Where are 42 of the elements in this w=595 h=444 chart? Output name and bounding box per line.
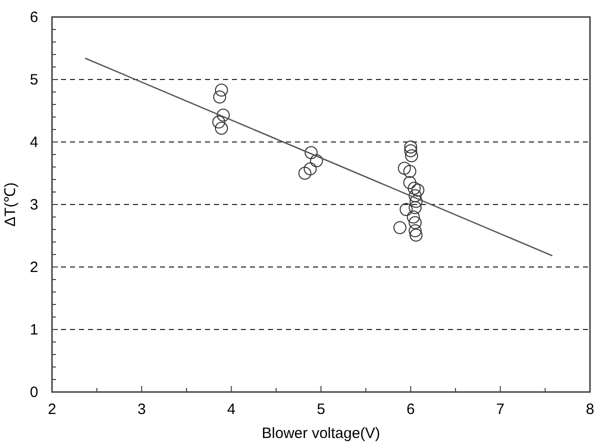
- x-tick-label: 8: [586, 401, 594, 418]
- point: [403, 164, 416, 178]
- y-tick-label: 4: [30, 134, 38, 151]
- point: [214, 84, 228, 97]
- x-tick-label: 7: [496, 401, 505, 418]
- point: [404, 140, 418, 154]
- point: [408, 201, 422, 214]
- x-tick-label: 6: [406, 401, 415, 418]
- point: [212, 116, 226, 128]
- point: [404, 144, 418, 158]
- point: [410, 228, 423, 242]
- point: [393, 221, 406, 234]
- y-tick-label: 3: [30, 196, 38, 214]
- y-tick-label: 0: [30, 384, 38, 401]
- y-tick-label: 2: [30, 259, 38, 276]
- point: [298, 166, 312, 180]
- point: [400, 203, 413, 216]
- point: [310, 154, 324, 168]
- point: [213, 90, 226, 104]
- y-axis-title: ΔT(℃): [2, 182, 19, 227]
- point: [304, 162, 317, 176]
- x-tick-label: 3: [137, 401, 146, 418]
- point: [398, 162, 411, 175]
- point: [410, 194, 423, 208]
- point: [408, 189, 422, 202]
- x-tick-label: 2: [48, 401, 56, 418]
- y-tick-label: 6: [30, 9, 38, 26]
- point: [304, 146, 318, 160]
- y-tick-label: 1: [30, 322, 38, 338]
- point: [214, 122, 228, 135]
- point: [411, 184, 424, 197]
- point: [408, 216, 422, 230]
- x-axis-title: Blower voltage(V): [262, 425, 380, 442]
- point: [408, 182, 421, 195]
- point: [408, 224, 422, 238]
- y-tick-label: 5: [30, 72, 38, 88]
- point: [403, 176, 416, 190]
- x-tick-label: 5: [316, 401, 326, 418]
- point: [216, 108, 230, 122]
- point: [406, 210, 420, 224]
- point: [405, 149, 418, 162]
- x-tick-label: 4: [227, 401, 236, 418]
